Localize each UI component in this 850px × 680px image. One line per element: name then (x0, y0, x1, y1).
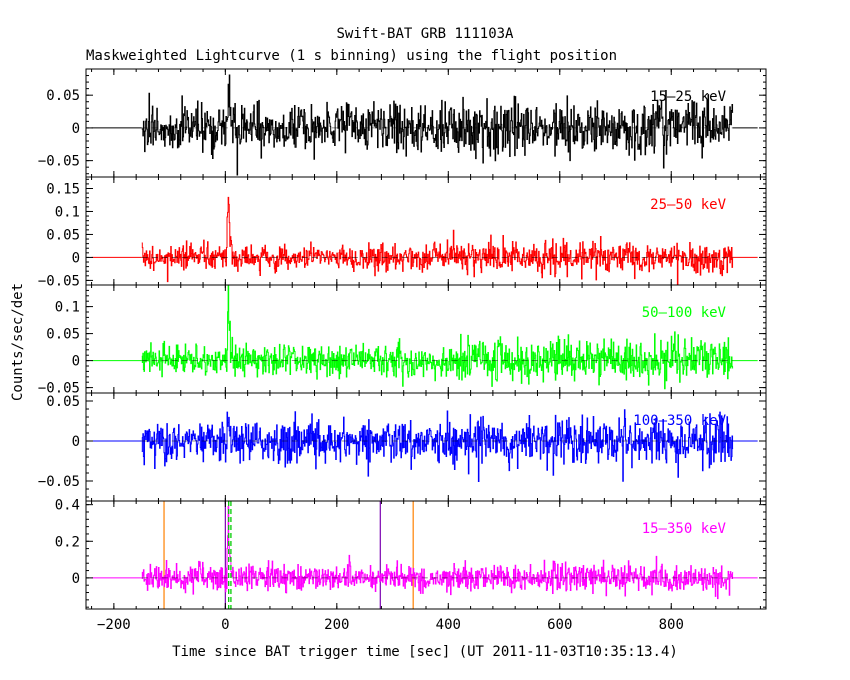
series-label: 15–350 keV (642, 521, 727, 537)
panel-data (91, 409, 758, 483)
panel-0: −0.05 0 0.05 15–25 keV (38, 68, 767, 178)
panel-frame (85, 500, 767, 610)
series-line (141, 285, 734, 390)
panels-group: −0.05 0 0.05 15–25 keV −0.05 0 0.05 0.1 0.15 25–5… (38, 68, 767, 633)
series-line (141, 506, 734, 600)
y-tick-label: 0 (72, 121, 80, 137)
y-tick-label: 0 (72, 250, 80, 266)
y-tick-label: 0 (72, 571, 80, 587)
y-tick-label: 0.1 (55, 300, 80, 316)
x-tick-label: 600 (547, 617, 572, 633)
y-tick-label: −0.05 (38, 273, 80, 289)
y-tick-label: 0.2 (55, 534, 80, 550)
panel-data (91, 74, 758, 176)
y-tick-label: 0 (72, 354, 80, 370)
series-label: 50–100 keV (642, 305, 727, 321)
series-label: 15–25 keV (650, 89, 726, 105)
y-tick-label: 0.05 (46, 227, 80, 243)
panel-2: −0.05 0 0.05 0.1 50–100 keV (38, 284, 767, 397)
y-tick-label: 0.05 (46, 394, 80, 410)
chart-subtitle: Maskweighted Lightcurve (1 s binning) us… (86, 48, 617, 64)
series-line (141, 196, 734, 285)
panel-data (91, 501, 758, 609)
x-tick-label: 0 (221, 617, 229, 633)
series-line (141, 74, 734, 176)
panel-data (91, 196, 758, 285)
y-tick-label: 0.1 (55, 204, 80, 220)
chart-title: Swift-BAT GRB 111103A (336, 26, 514, 42)
y-tick-label: −0.05 (38, 381, 80, 397)
panel-3: −0.05 0 0.05 100–350 keV (38, 392, 767, 502)
x-axis-label: Time since BAT trigger time [sec] (UT 20… (172, 644, 678, 660)
y-tick-label: −0.05 (38, 474, 80, 490)
y-tick-label: 0.05 (46, 88, 80, 104)
y-axis-label: Counts/sec/det (10, 283, 26, 401)
x-tick-label: 200 (324, 617, 349, 633)
series-line (141, 409, 734, 483)
y-tick-label: 0.15 (46, 181, 80, 197)
y-tick-label: 0.05 (46, 327, 80, 343)
y-tick-label: 0.4 (55, 498, 80, 514)
series-label: 100–350 keV (633, 413, 726, 429)
panel-data (91, 285, 758, 390)
x-tick-label: 800 (659, 617, 684, 633)
panel-4: 0 0.2 0.4 15–350 keV (55, 498, 767, 610)
series-label: 25–50 keV (650, 197, 726, 213)
panel-frame (85, 176, 767, 286)
y-tick-label: 0 (72, 434, 80, 450)
x-tick-label: −200 (97, 617, 131, 633)
y-tick-label: −0.05 (38, 154, 80, 170)
panel-1: −0.05 0 0.05 0.1 0.15 25–50 keV (38, 176, 767, 289)
x-tick-label: 400 (436, 617, 461, 633)
panel-frame (85, 284, 767, 394)
